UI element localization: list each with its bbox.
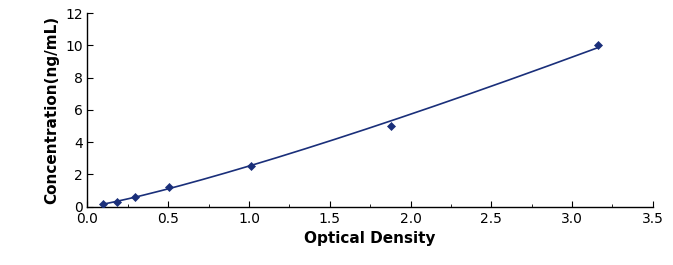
X-axis label: Optical Density: Optical Density [304, 231, 436, 246]
Y-axis label: Concentration(ng/mL): Concentration(ng/mL) [44, 16, 59, 204]
